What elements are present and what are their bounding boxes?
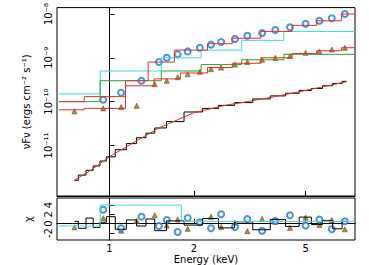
svg-text:4: 4 xyxy=(43,202,54,208)
svg-text:-2: -2 xyxy=(43,228,54,238)
svg-text:10⁻¹¹: 10⁻¹¹ xyxy=(43,132,54,158)
svg-text:2: 2 xyxy=(191,243,197,254)
svg-text:10⁻¹⁰: 10⁻¹⁰ xyxy=(43,89,54,115)
svg-text:χ: χ xyxy=(23,216,34,222)
svg-text:νFν (ergs cm⁻² s⁻¹): νFν (ergs cm⁻² s⁻¹) xyxy=(21,54,32,149)
svg-text:5: 5 xyxy=(302,243,308,254)
svg-text:Energy (keV): Energy (keV) xyxy=(174,254,239,265)
svg-text:0: 0 xyxy=(43,220,54,226)
svg-text:10⁻⁸: 10⁻⁸ xyxy=(43,3,54,25)
svg-text:10⁻⁹: 10⁻⁹ xyxy=(43,47,54,69)
svg-text:2: 2 xyxy=(43,211,54,217)
svg-text:1: 1 xyxy=(106,243,112,254)
